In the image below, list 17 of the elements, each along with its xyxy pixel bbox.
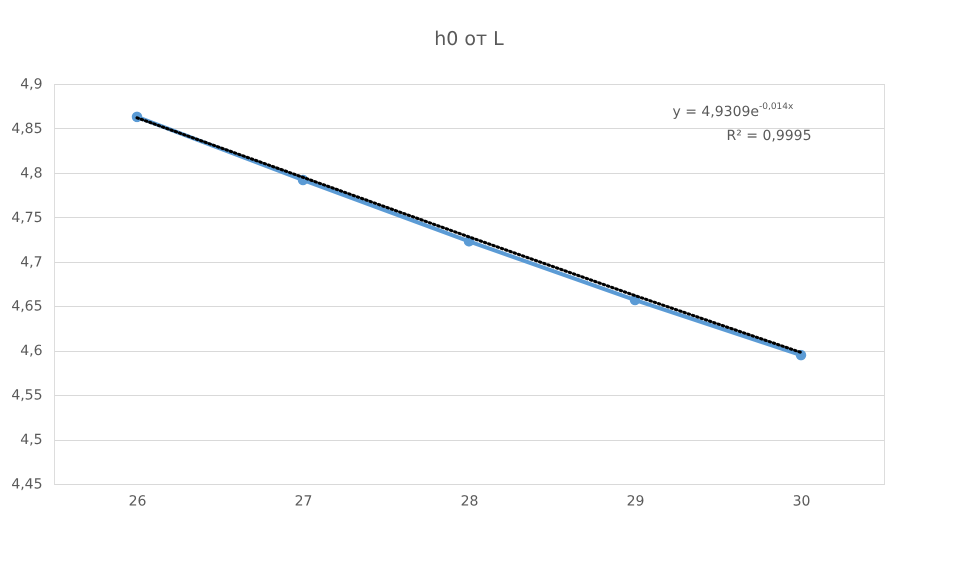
x-tick-label: 26 <box>128 494 146 510</box>
y-tick-label: 4,9 <box>20 76 42 92</box>
x-tick-label: 30 <box>792 494 810 510</box>
y-tick-label: 4,7 <box>20 254 42 270</box>
y-tick-label: 4,8 <box>20 165 42 182</box>
x-tick-label: 28 <box>460 494 478 510</box>
annotation: R² = 0,9995 <box>726 128 812 144</box>
y-tick-label: 4,45 <box>11 476 42 492</box>
x-tick-label: 29 <box>626 494 644 510</box>
y-tick-label: 4,65 <box>11 298 42 315</box>
y-tick-label: 4,6 <box>20 343 43 360</box>
chart-title: h0 от L <box>434 28 504 50</box>
x-tick-label: 27 <box>294 494 312 510</box>
y-tick-label: 4,55 <box>11 388 42 404</box>
y-tick-label: 4,75 <box>11 210 42 226</box>
y-tick-label: 4,85 <box>11 120 42 137</box>
y-tick-label: 4,5 <box>20 432 42 448</box>
